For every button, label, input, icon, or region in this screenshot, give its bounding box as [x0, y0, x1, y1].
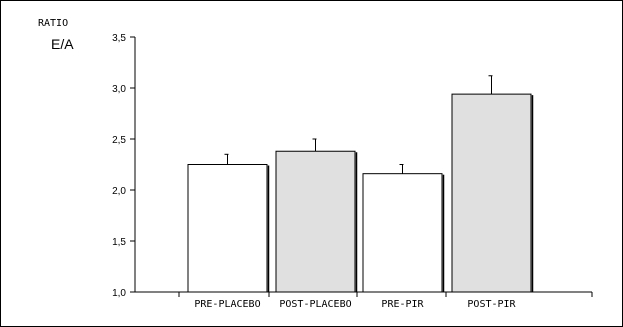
y-tick-label: 3,5 — [112, 33, 126, 44]
y-axis-label-ea: E/A — [51, 36, 74, 52]
y-tick-label: 3,0 — [112, 84, 126, 95]
y-tick-label: 2,0 — [112, 186, 126, 197]
y-tick-label: 1,0 — [112, 288, 126, 299]
bar-pre-pir — [362, 173, 443, 293]
x-tick-label: POST-PIR — [467, 299, 516, 310]
bar-pre-placebo — [187, 164, 268, 293]
x-tick-label: PRE-PLACEBO — [194, 299, 260, 310]
bar-post-pir — [451, 93, 532, 293]
y-tick-label: 1,5 — [112, 237, 126, 248]
bar-post-placebo — [275, 150, 356, 293]
x-tick-label: PRE-PIR — [381, 299, 424, 310]
x-tick-label: POST-PLACEBO — [279, 299, 351, 310]
y-axis-label-ratio: RATIO — [38, 18, 68, 29]
y-tick-label: 2,5 — [112, 135, 126, 146]
